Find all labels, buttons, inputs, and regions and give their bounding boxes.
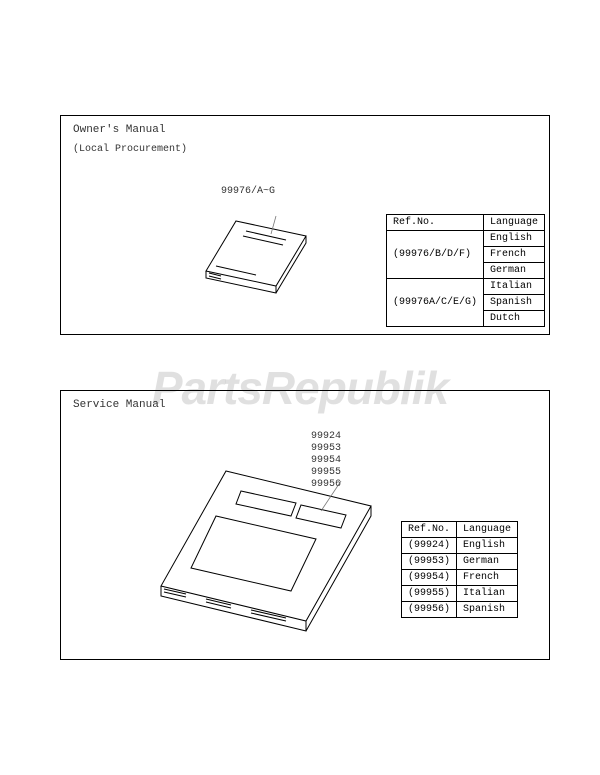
language-table: Ref.No.Language(99976/B/D/F)EnglishFrenc… <box>386 214 545 327</box>
panel-title: Service Manual <box>73 399 165 411</box>
lang-cell: English <box>457 538 518 554</box>
lang-cell: Spanish <box>457 602 518 618</box>
table-row: (99976/B/D/F)English <box>387 231 545 247</box>
manual-illustration <box>191 206 321 301</box>
lang-cell: English <box>484 231 545 247</box>
table-row: (99956)Spanish <box>402 602 518 618</box>
ref-cell: (99954) <box>402 570 457 586</box>
col-header: Ref.No. <box>387 215 484 231</box>
owners-manual-panel: Owner's Manual (Local Procurement) 99976… <box>60 115 550 335</box>
col-header: Ref.No. <box>402 522 457 538</box>
col-header: Language <box>484 215 545 231</box>
panel-title: Owner's Manual <box>73 124 165 136</box>
lang-cell: Italian <box>484 279 545 295</box>
ref-cell: (99976/B/D/F) <box>387 231 484 279</box>
lang-cell: Spanish <box>484 295 545 311</box>
ref-cell: (99955) <box>402 586 457 602</box>
lang-cell: French <box>457 570 518 586</box>
language-table: Ref.No.Language(99924)English(99953)Germ… <box>401 521 518 618</box>
lang-cell: Italian <box>457 586 518 602</box>
ref-cell: (99976A/C/E/G) <box>387 279 484 327</box>
table-row: (99976A/C/E/G)Italian <box>387 279 545 295</box>
lang-cell: Dutch <box>484 311 545 327</box>
table-row: (99953)German <box>402 554 518 570</box>
part-callout: 99976/A~G <box>221 186 275 198</box>
table-row: (99955)Italian <box>402 586 518 602</box>
lang-cell: German <box>457 554 518 570</box>
panel-subtitle: (Local Procurement) <box>73 144 187 155</box>
ref-cell: (99956) <box>402 602 457 618</box>
manual-illustration <box>146 461 386 636</box>
table-row: (99954)French <box>402 570 518 586</box>
table-row: (99924)English <box>402 538 518 554</box>
lang-cell: German <box>484 263 545 279</box>
col-header: Language <box>457 522 518 538</box>
service-manual-panel: Service Manual 99924 99953 99954 99955 9… <box>60 390 550 660</box>
lang-cell: French <box>484 247 545 263</box>
ref-cell: (99924) <box>402 538 457 554</box>
ref-cell: (99953) <box>402 554 457 570</box>
